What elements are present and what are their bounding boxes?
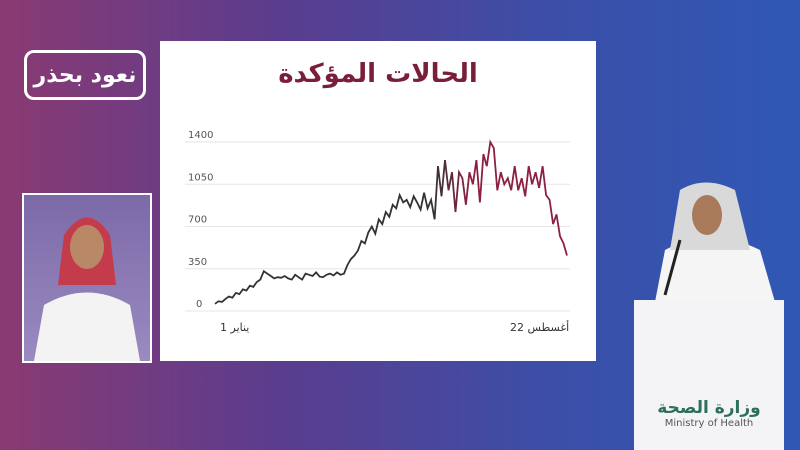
chart-panel: الحالات المؤكدة 0 350 700 1050 1400 1 يناير …: [160, 41, 596, 361]
ministry-podium: وزارة الصحة Ministry of Health: [634, 300, 784, 450]
speaker-video: [650, 180, 780, 302]
y-tick-label: 1050: [188, 172, 213, 183]
ministry-name-english: Ministry of Health: [664, 418, 754, 429]
x-start-label: 1 يناير: [220, 321, 250, 334]
campaign-logo: نعود بحذر: [24, 50, 146, 100]
x-end-label: 22 أغسطس: [510, 321, 570, 334]
logo-text: نعود بحذر: [33, 62, 137, 88]
interpreter-figure: [34, 217, 140, 361]
y-tick-label: 1400: [188, 130, 213, 141]
ministry-name-arabic: وزارة الصحة: [657, 398, 761, 418]
y-tick-label: 0: [196, 299, 202, 310]
sign-language-interpreter-video: [22, 193, 152, 363]
confirmed-cases-line: [214, 139, 568, 305]
chart-title: الحالات المؤكدة: [278, 59, 478, 89]
confirmed-cases-chart: 0 350 700 1050 1400: [185, 130, 570, 312]
y-tick-label: 700: [188, 215, 207, 226]
y-tick-label: 350: [188, 257, 207, 268]
speaker-figure: [655, 182, 775, 302]
